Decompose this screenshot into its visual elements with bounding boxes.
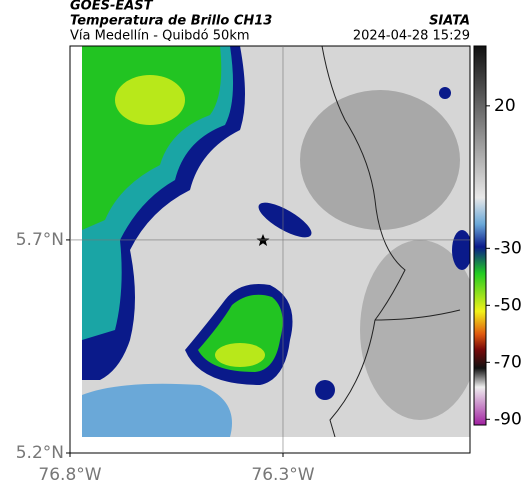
colorbar-tick-label: -50 [494, 295, 522, 315]
map-frame [69, 45, 471, 454]
lat-tick-label: 5.2°N [16, 443, 64, 463]
colorbar-tick-label: -90 [494, 409, 522, 429]
colorbar-tick-label: 20 [494, 96, 516, 116]
timestamp: 2024-04-28 15:29 [353, 29, 470, 44]
lon-tick-label: 76.3°W [251, 465, 314, 485]
colorbar-tick-label: -70 [494, 352, 522, 372]
colorbar [473, 45, 487, 426]
brand: SIATA [429, 14, 470, 29]
agency: GOES-EAST [70, 0, 154, 14]
satellite-image [82, 46, 470, 437]
subtitle: Vía Medellín - Quibdó 50km [70, 29, 250, 44]
lat-tick-label: 5.7°N [16, 230, 64, 250]
title: Temperatura de Brillo CH13 [70, 14, 272, 29]
lon-tick-label: 76.8°W [38, 465, 101, 485]
colorbar-tick-label: -30 [494, 238, 522, 258]
